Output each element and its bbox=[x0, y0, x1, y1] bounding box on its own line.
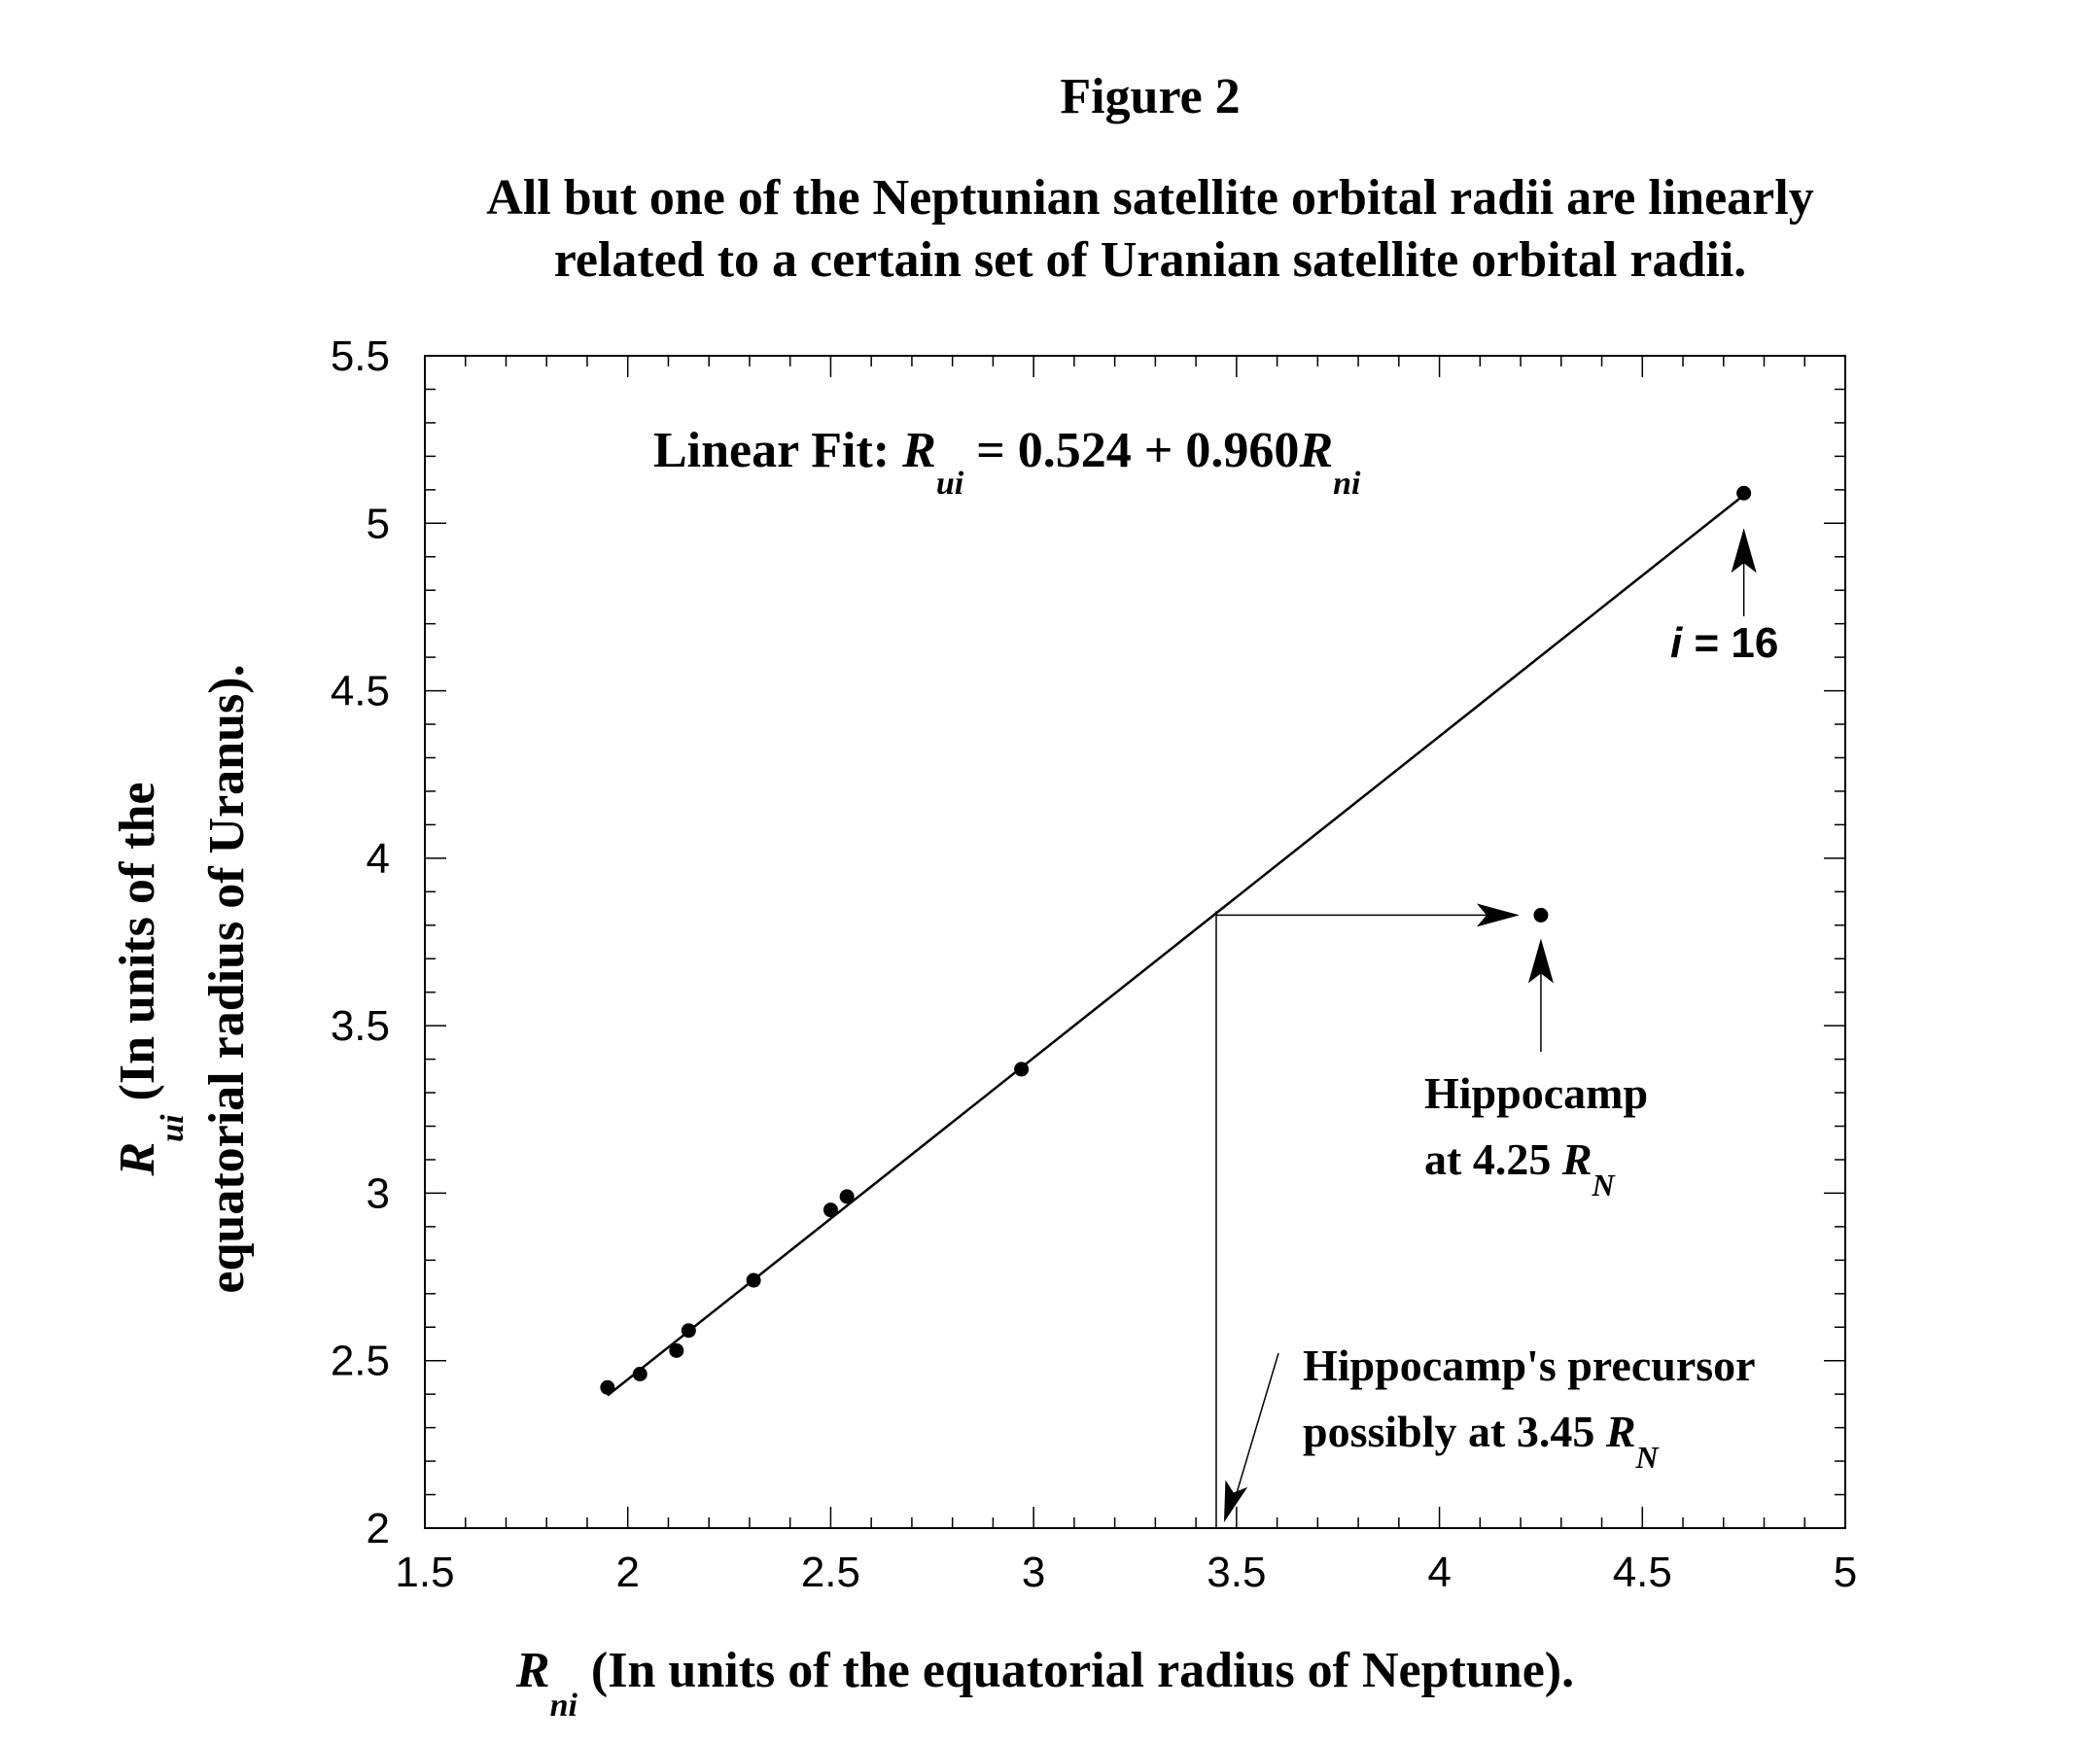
hippocamp-label-text: at 4.25 bbox=[1424, 1134, 1562, 1184]
x-axis-label-text: (In units of the equatorial radius of Ne… bbox=[591, 1643, 1574, 1698]
y-tick-label: 5.5 bbox=[331, 332, 390, 380]
y-axis-label-line-2: equatorial radius of Uranus). bbox=[199, 664, 255, 1293]
minor-ticks bbox=[425, 356, 1845, 1528]
y-axis-label-r: R bbox=[110, 1142, 165, 1177]
x-axis-label-sub: ni bbox=[550, 1688, 578, 1724]
x-axis-label-r: R bbox=[515, 1643, 550, 1698]
i16-label-value: = 16 bbox=[1682, 619, 1778, 667]
precursor-label-line-1: Hippocamp's precursor bbox=[1303, 1341, 1756, 1390]
y-tick-label: 2.5 bbox=[331, 1338, 390, 1385]
y-tick-label: 3.5 bbox=[331, 1002, 390, 1050]
figure-subtitle: All but one of the Neptunian satellite o… bbox=[0, 167, 2100, 292]
precursor-arrowhead-right bbox=[1476, 903, 1520, 927]
y-axis-label-sub: ui bbox=[155, 1114, 191, 1142]
x-axis-label: Rni (In units of the equatorial radius of… bbox=[515, 1643, 1574, 1724]
x-tick-labels: 1.5 2 2.5 3 3.5 4 4.5 5 bbox=[395, 1549, 1857, 1596]
hippocamp-arrowhead-up bbox=[1527, 938, 1554, 984]
fit-label-r2: R bbox=[1298, 423, 1333, 478]
hippocamp-label-line-2: at 4.25 RN bbox=[1424, 1134, 1617, 1202]
precursor-label-text: possibly at 3.45 bbox=[1303, 1407, 1606, 1456]
data-points bbox=[600, 485, 1752, 1395]
fit-equation-label: Linear Fit: Rui = 0.524 + 0.960Rni bbox=[653, 423, 1361, 502]
precursor-label-r: R bbox=[1605, 1407, 1636, 1456]
data-point bbox=[822, 1202, 838, 1218]
data-point bbox=[600, 1379, 615, 1395]
data-point bbox=[632, 1366, 648, 1381]
data-point bbox=[681, 1323, 696, 1339]
precursor-arrowhead-down bbox=[1223, 1480, 1248, 1522]
i16-label: i = 16 bbox=[1670, 619, 1778, 667]
hippocamp-label-line-1: Hippocamp bbox=[1424, 1068, 1648, 1118]
data-point bbox=[1736, 485, 1752, 501]
fit-label-r: R bbox=[901, 423, 936, 478]
y-tick-label: 3 bbox=[367, 1169, 390, 1217]
data-point bbox=[669, 1342, 684, 1358]
hippocamp-label-sub: N bbox=[1592, 1167, 1617, 1202]
fit-line bbox=[607, 494, 1745, 1397]
figure-title: Figure 2 bbox=[1060, 69, 1241, 124]
x-tick-label: 2 bbox=[615, 1549, 639, 1596]
data-point bbox=[746, 1272, 761, 1288]
y-tick-label: 4.5 bbox=[331, 668, 390, 715]
y-tick-labels: 2 2.5 3 3.5 4 4.5 5 5.5 bbox=[331, 332, 390, 1552]
fit-label-prefix: Linear Fit: bbox=[653, 423, 902, 478]
y-axis-label-line-1-text: (In units of the bbox=[110, 783, 165, 1101]
fit-label-equation: = 0.524 + 0.960 bbox=[963, 423, 1299, 478]
y-tick-label: 5 bbox=[367, 500, 390, 547]
x-tick-label: 3.5 bbox=[1207, 1549, 1266, 1596]
x-tick-label: 3 bbox=[1022, 1549, 1045, 1596]
fit-label-sub-ui: ui bbox=[936, 466, 964, 502]
data-point bbox=[839, 1189, 855, 1204]
y-tick-label: 4 bbox=[367, 835, 390, 883]
i16-label-var: i bbox=[1670, 619, 1683, 667]
x-tick-label: 5 bbox=[1834, 1549, 1857, 1596]
x-tick-label: 4 bbox=[1427, 1549, 1451, 1596]
precursor-pointer-line bbox=[1233, 1352, 1279, 1504]
figure-subtitle-line-2: related to a certain set of Uranian sate… bbox=[553, 232, 1747, 288]
x-tick-label: 1.5 bbox=[395, 1549, 454, 1596]
i16-arrowhead-up bbox=[1731, 528, 1757, 574]
y-axis-label: Rui (In units of the equatorial radius of… bbox=[110, 664, 255, 1293]
y-axis-label-line-1: Rui (In units of the bbox=[110, 783, 191, 1177]
precursor-label-line-2: possibly at 3.45 RN bbox=[1303, 1407, 1661, 1475]
data-point bbox=[1014, 1062, 1030, 1077]
hippocamp-label-r: R bbox=[1561, 1134, 1592, 1184]
outlier-point-hippocamp bbox=[1533, 907, 1549, 923]
x-tick-label: 4.5 bbox=[1613, 1549, 1672, 1596]
plot-frame bbox=[424, 355, 1846, 1529]
x-tick-label: 2.5 bbox=[801, 1549, 860, 1596]
precursor-label-sub: N bbox=[1635, 1440, 1661, 1475]
figure-subtitle-line-1: All but one of the Neptunian satellite o… bbox=[486, 170, 1814, 226]
y-tick-label: 2 bbox=[367, 1505, 390, 1552]
fit-label-sub-ni: ni bbox=[1333, 466, 1361, 502]
